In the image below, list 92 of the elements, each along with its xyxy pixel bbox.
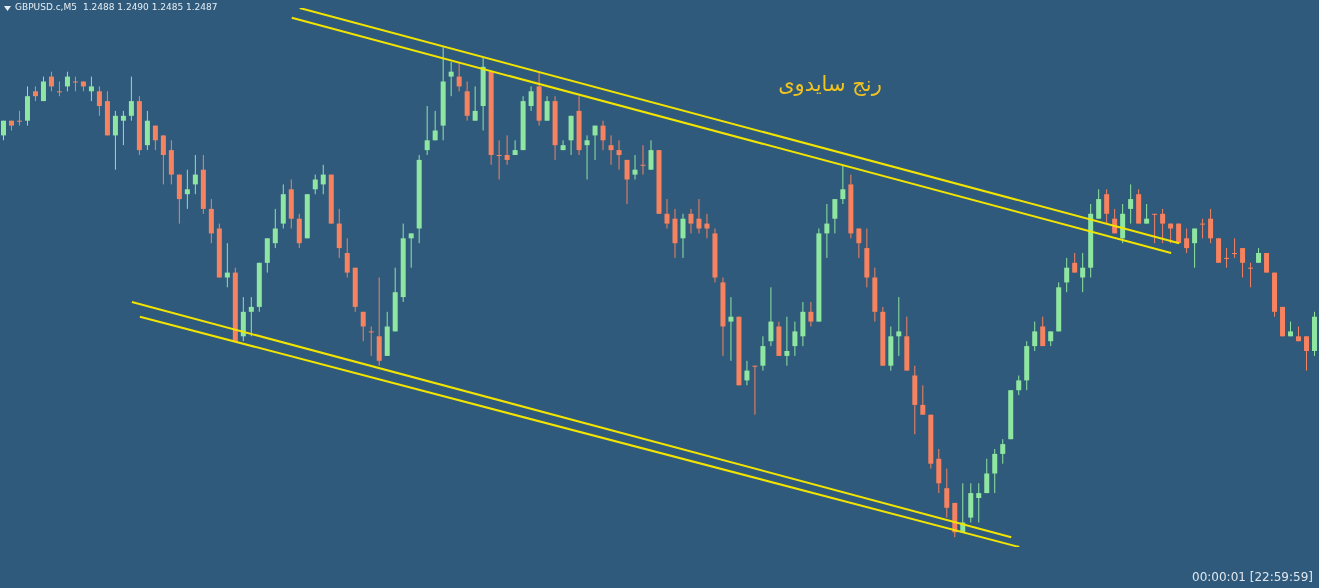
text: 00:00:01 [22:59:59] (1192, 570, 1313, 584)
candlestick (824, 203, 830, 259)
candlestick (64, 71, 70, 92)
candlestick (840, 164, 846, 205)
candlestick (808, 301, 814, 327)
candlestick (112, 110, 118, 171)
candlestick (192, 154, 198, 195)
candlestick (528, 85, 534, 112)
candlestick (96, 85, 102, 117)
candlestick (512, 139, 518, 156)
candlestick (544, 95, 550, 122)
candlestick (48, 71, 54, 92)
candlestick (688, 208, 694, 234)
candlestick (1000, 438, 1006, 465)
candlestick (88, 76, 94, 102)
candlestick (696, 198, 702, 234)
candlestick (344, 237, 350, 278)
candlestick (768, 286, 774, 347)
candlestick (664, 198, 670, 229)
candlestick (584, 134, 590, 180)
candlestick (608, 134, 614, 166)
candlestick (1152, 213, 1158, 244)
candlestick (368, 326, 374, 357)
annotation: رنج سایدوی (777, 72, 883, 96)
candlestick (680, 213, 686, 259)
candlestick (744, 360, 750, 386)
candlestick (312, 174, 318, 195)
candlestick (640, 144, 646, 176)
chart-subtitle: 1.2488 1.2490 1.2485 1.2487 (82, 2, 218, 12)
candlestick (1200, 218, 1206, 239)
candlestick (1240, 247, 1246, 278)
candlestick (1232, 237, 1238, 259)
candlestick (360, 311, 366, 342)
candlestick (456, 61, 462, 92)
candlestick (624, 159, 630, 205)
candlestick (320, 164, 326, 195)
candlestick (632, 154, 638, 180)
candlestick (1032, 321, 1038, 352)
candlestick (1184, 228, 1190, 254)
candlestick (704, 213, 710, 239)
candlestick (1192, 228, 1198, 269)
candlestick (560, 139, 566, 151)
candlestick (784, 316, 790, 367)
candlestick (408, 232, 414, 269)
candlestick (600, 120, 606, 151)
candlestick (120, 110, 126, 146)
candlestick (224, 242, 230, 288)
candlestick (160, 134, 166, 185)
candlestick (248, 296, 254, 337)
candlestick (152, 125, 158, 151)
candlestick (1224, 247, 1230, 269)
candlestick (920, 384, 926, 416)
candlestick (448, 61, 454, 97)
candlestick (992, 448, 998, 494)
candlestick (896, 296, 902, 357)
candlestick (728, 296, 734, 362)
candlestick (832, 198, 838, 234)
candlestick (40, 76, 46, 102)
candlestick (752, 365, 758, 416)
candlestick (648, 139, 654, 171)
candlestick (472, 85, 478, 122)
candlestick (1208, 208, 1214, 244)
candlestick (984, 458, 990, 494)
candlestick (1144, 203, 1150, 225)
candlestick (792, 321, 798, 357)
candlestick (760, 335, 766, 372)
candlestick (504, 134, 510, 166)
candlestick (1080, 252, 1086, 293)
chart-title: GBPUSD.c,M5 (15, 2, 77, 12)
candlestick (1304, 335, 1310, 372)
candlestick (1064, 257, 1070, 293)
candlestick (1016, 375, 1022, 396)
candlestick (1248, 262, 1254, 288)
candlestick (592, 125, 598, 161)
candlestick (1264, 252, 1270, 274)
candlestick (432, 110, 438, 141)
candlestick (616, 139, 622, 171)
candlestick (128, 76, 134, 122)
candlestick (1128, 183, 1134, 225)
candlestick (1072, 252, 1078, 274)
candlestick (856, 228, 862, 259)
candlestick (272, 208, 278, 249)
candlestick (1160, 208, 1166, 244)
candlestick (496, 139, 502, 180)
candlestick (16, 110, 22, 127)
candlestick (1040, 316, 1046, 347)
candlestick (1104, 188, 1110, 225)
candlestick (184, 169, 190, 210)
candlestick (1096, 188, 1102, 220)
candlestick (944, 468, 950, 519)
candlestick (424, 105, 430, 156)
candlestick (976, 482, 982, 523)
